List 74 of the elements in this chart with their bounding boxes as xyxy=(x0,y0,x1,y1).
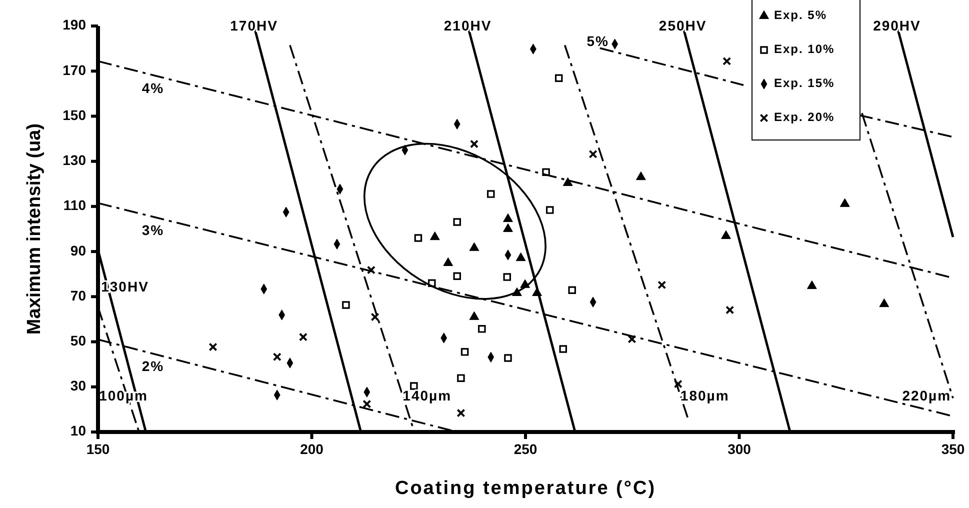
legend-label: Exp. 10% xyxy=(774,42,835,56)
y-tick-label: 30 xyxy=(70,378,86,394)
point xyxy=(562,177,573,186)
point xyxy=(486,190,495,198)
legend-label: Exp. 20% xyxy=(774,110,835,124)
point xyxy=(366,266,376,274)
y-tick-label: 70 xyxy=(70,287,86,304)
y-tick-label: 110 xyxy=(63,197,86,214)
point xyxy=(430,231,440,240)
y-tick-label: 190 xyxy=(62,16,86,33)
x-axis-title: Coating temperature (°C) xyxy=(394,478,656,499)
series-label: 5% xyxy=(586,32,609,49)
point xyxy=(588,150,598,158)
point xyxy=(362,400,372,408)
point xyxy=(503,223,513,232)
point xyxy=(298,332,308,342)
y-tick-label: 50 xyxy=(70,332,86,348)
y-tick-label: 130 xyxy=(62,152,86,168)
series-label: 180µm xyxy=(680,388,730,404)
point xyxy=(370,312,380,322)
point xyxy=(503,213,513,222)
point xyxy=(636,171,646,180)
point xyxy=(478,325,486,333)
point xyxy=(470,140,478,148)
point xyxy=(726,306,734,314)
series-label: 2% xyxy=(142,358,164,374)
x-tick-label: 300 xyxy=(728,441,752,457)
point xyxy=(628,334,636,344)
point xyxy=(568,286,576,294)
series-label: 250HV xyxy=(658,18,707,34)
point xyxy=(879,298,890,308)
point xyxy=(208,342,218,352)
x-tick-label: 250 xyxy=(514,441,538,457)
point xyxy=(457,374,465,382)
series-label: 290HV xyxy=(873,18,921,34)
series-label: 140µm xyxy=(402,388,452,404)
point xyxy=(554,74,563,82)
point xyxy=(453,218,461,226)
x-tick-label: 350 xyxy=(941,441,965,457)
series-label: 4% xyxy=(142,80,164,96)
point xyxy=(453,272,461,280)
point xyxy=(272,352,282,362)
series-label: 170HV xyxy=(230,18,278,34)
y-axis-title: Maximum intensity (ua) xyxy=(24,123,45,335)
y-tick-label: 150 xyxy=(62,106,86,123)
y-tick-label: 90 xyxy=(70,242,86,258)
legend-label: Exp. 15% xyxy=(774,76,835,90)
point xyxy=(546,206,554,214)
series-label: 220µm xyxy=(902,388,952,404)
point xyxy=(414,234,422,242)
series-label: 3% xyxy=(142,222,164,238)
point xyxy=(806,280,817,290)
point xyxy=(721,230,731,239)
point xyxy=(674,380,682,388)
point xyxy=(410,382,418,390)
point xyxy=(503,273,511,281)
point xyxy=(469,311,480,320)
point xyxy=(559,345,567,353)
point xyxy=(342,301,350,309)
point xyxy=(460,348,469,356)
series-label: 210HV xyxy=(444,18,492,34)
y-tick-label: 170 xyxy=(62,62,86,78)
x-tick-label: 200 xyxy=(300,441,324,457)
point xyxy=(658,280,666,290)
point xyxy=(504,354,512,362)
point xyxy=(516,252,526,262)
point xyxy=(840,198,850,207)
x-tick-label: 150 xyxy=(86,441,110,457)
legend-label: Exp. 5% xyxy=(774,8,828,22)
point xyxy=(443,257,454,266)
point xyxy=(722,56,732,66)
point xyxy=(469,242,480,251)
point xyxy=(456,408,466,418)
y-tick-label: 10 xyxy=(70,422,86,439)
